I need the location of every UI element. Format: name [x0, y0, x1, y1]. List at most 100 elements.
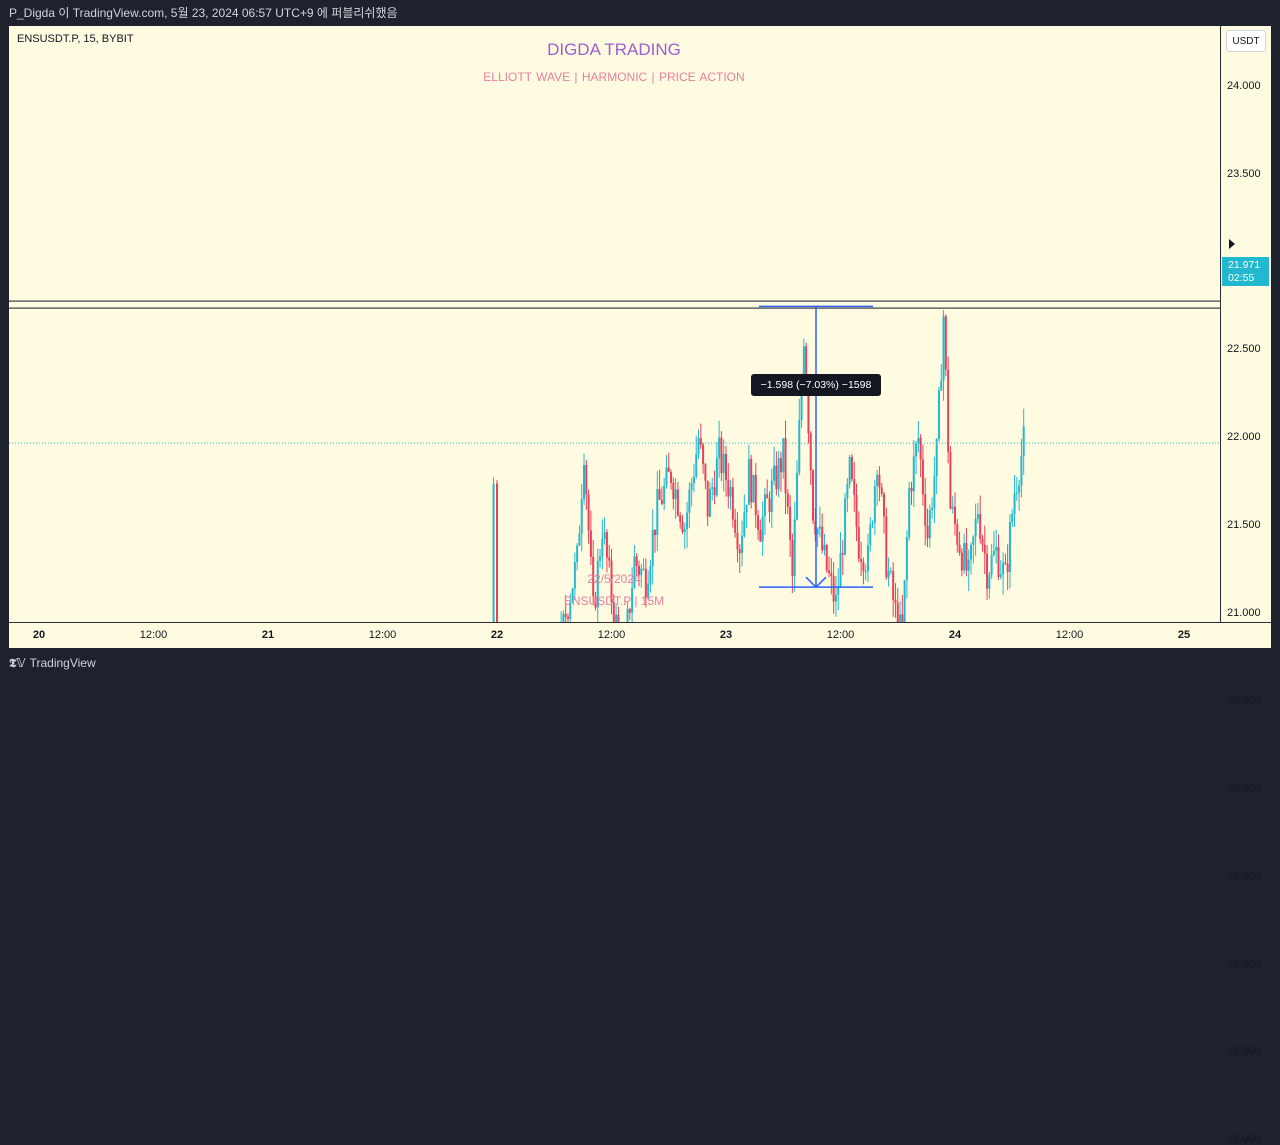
candle-body — [649, 566, 652, 584]
symbol-info[interactable]: ENSUSDT.P, 15, BYBIT — [17, 33, 134, 45]
candle-body — [933, 476, 936, 508]
candle-body — [752, 474, 755, 503]
candle-body — [896, 603, 899, 622]
time-tick: 21 — [261, 629, 275, 641]
candle-body — [889, 570, 892, 572]
time-axis[interactable] — [9, 622, 1271, 648]
candle-body — [750, 458, 753, 503]
candle-body — [821, 526, 824, 551]
price-tick: 24.000 — [1227, 80, 1261, 92]
candle-body — [610, 560, 613, 603]
candle-body — [640, 568, 643, 576]
candle-body — [676, 489, 679, 516]
candle-body — [706, 480, 709, 517]
candle-body — [736, 532, 739, 550]
price-tick: 20.000 — [1227, 782, 1261, 794]
candle-body — [747, 458, 750, 505]
candle-body — [1018, 485, 1021, 493]
last-price-label: 21.971 02:55 — [1222, 257, 1269, 286]
price-axis[interactable] — [1220, 26, 1271, 622]
candle-body — [718, 437, 721, 459]
candle-body — [688, 489, 691, 513]
candle-body — [759, 529, 762, 542]
candle-body — [720, 437, 723, 474]
candle-body — [745, 504, 748, 513]
candle-body — [986, 553, 989, 589]
candle-body — [830, 573, 833, 577]
candle-body — [734, 519, 737, 533]
candle-body — [631, 587, 634, 613]
candle-body — [793, 519, 796, 577]
candle-body — [741, 535, 744, 554]
candle-body — [798, 419, 801, 473]
candle-body — [812, 470, 815, 521]
candle-body — [626, 609, 629, 622]
tradingview-logo[interactable]: 𝕿𝕍 TradingView — [9, 656, 96, 671]
candle-body — [949, 451, 952, 509]
candle-body — [713, 487, 716, 496]
candle-body — [708, 488, 711, 517]
candle-body — [667, 467, 670, 472]
candle-body — [608, 557, 611, 561]
candle-body — [972, 536, 975, 545]
candle-body — [912, 456, 915, 492]
candle-body — [1008, 522, 1011, 572]
candle-body — [862, 561, 865, 572]
candle-body — [846, 484, 849, 499]
candle-body — [965, 543, 968, 571]
candle-body — [692, 476, 695, 484]
candle-body — [583, 464, 586, 500]
currency-button[interactable]: USDT — [1226, 30, 1266, 52]
candle-body — [651, 529, 654, 567]
candle-body — [672, 482, 675, 499]
candle-body — [635, 556, 638, 566]
candle-body — [761, 516, 764, 542]
tradingview-logo-text: TradingView — [29, 656, 96, 670]
candle-body — [981, 538, 984, 545]
candle-body — [656, 489, 659, 536]
candle-body — [876, 474, 879, 486]
candle-body — [564, 613, 567, 617]
price-plot[interactable] — [9, 26, 1220, 622]
time-tick: 25 — [1177, 629, 1191, 641]
candle-body — [654, 529, 657, 536]
candle-body — [779, 458, 782, 473]
candle-body — [768, 498, 771, 512]
candle-body — [599, 556, 602, 561]
candle-body — [786, 493, 789, 507]
candle-body — [976, 513, 979, 519]
brand-title: DIGDA TRADING — [547, 40, 681, 59]
candle-body — [674, 489, 677, 499]
candle-body — [871, 522, 874, 525]
candle-body — [617, 614, 620, 622]
candle-body — [795, 472, 798, 520]
price-pointer-icon — [1229, 239, 1235, 249]
candle-body — [954, 506, 956, 525]
candle-body — [690, 483, 693, 490]
candle-body — [899, 614, 902, 622]
candle-body — [580, 499, 583, 534]
candle-body — [789, 506, 792, 540]
candle-body — [702, 444, 705, 465]
candle-body — [603, 532, 606, 539]
candle-body — [931, 507, 934, 511]
candle-body — [844, 498, 847, 555]
candle-body — [869, 524, 872, 546]
candle-body — [647, 583, 650, 598]
candle-body — [864, 571, 867, 573]
price-tick: 18.000 — [1227, 1133, 1261, 1145]
candle-body — [1015, 492, 1018, 494]
candle-body — [983, 544, 986, 554]
candle-body — [1013, 493, 1016, 515]
candle-body — [1022, 426, 1025, 456]
candle-body — [841, 552, 844, 555]
candle-body — [766, 494, 769, 499]
candle-body — [665, 467, 668, 486]
watermark-date: 22/5/2024 — [587, 572, 641, 586]
candle-body — [992, 550, 995, 555]
candle-body — [905, 537, 908, 581]
candle-body — [958, 544, 961, 553]
candle-body — [731, 487, 734, 520]
candle-body — [562, 613, 565, 622]
time-tick: 23 — [719, 629, 733, 641]
